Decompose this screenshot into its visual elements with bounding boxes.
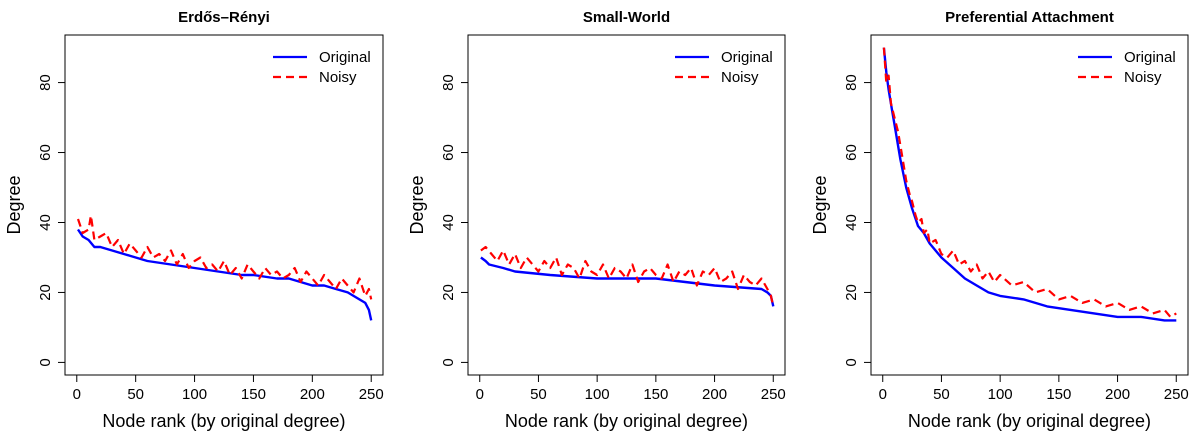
x-tick-label: 250 bbox=[761, 386, 786, 403]
y-tick-label: 0 bbox=[440, 358, 457, 366]
x-tick-label: 0 bbox=[476, 386, 484, 403]
y-tick-label: 40 bbox=[843, 214, 860, 231]
y-axis-label: Degree bbox=[810, 175, 830, 234]
x-tick-label: 150 bbox=[1046, 386, 1071, 403]
series-line-original bbox=[480, 256, 775, 307]
x-tick-label: 50 bbox=[127, 386, 144, 403]
y-axis-label: Degree bbox=[407, 175, 427, 234]
x-tick-label: 100 bbox=[988, 386, 1013, 403]
chart-title: Preferential Attachment bbox=[945, 9, 1114, 26]
legend-label-noisy: Noisy bbox=[319, 69, 357, 86]
plot-frame bbox=[467, 34, 786, 376]
panel-2: Small-World 0 50 100 150 200 250 0 20 40 60 80 Node … bbox=[407, 9, 786, 431]
series-line-noisy bbox=[480, 245, 775, 307]
x-axis-label: Node rank (by original degree) bbox=[908, 411, 1151, 431]
series-line-original bbox=[882, 47, 1177, 322]
x-axis-label: Node rank (by original degree) bbox=[505, 411, 748, 431]
x-tick-label: 200 bbox=[1105, 386, 1130, 403]
plot-frame bbox=[870, 34, 1189, 376]
x-tick-label: 0 bbox=[73, 386, 81, 403]
y-tick-label: 20 bbox=[440, 284, 457, 301]
y-tick-label: 60 bbox=[37, 144, 54, 161]
y-tick-label: 60 bbox=[843, 144, 860, 161]
y-tick-label: 80 bbox=[440, 74, 457, 91]
x-tick-label: 250 bbox=[359, 386, 384, 403]
x-tick-label: 150 bbox=[643, 386, 668, 403]
series-line-noisy bbox=[882, 47, 1177, 318]
y-tick-label: 0 bbox=[843, 358, 860, 366]
chart-title: Small-World bbox=[583, 9, 670, 26]
x-tick-label: 50 bbox=[933, 386, 950, 403]
x-tick-label: 200 bbox=[702, 386, 727, 403]
legend-label-original: Original bbox=[1124, 49, 1176, 66]
x-axis-label: Node rank (by original degree) bbox=[102, 411, 345, 431]
plot-frame bbox=[64, 34, 384, 376]
x-tick-label: 100 bbox=[182, 386, 207, 403]
x-tick-label: 250 bbox=[1164, 386, 1189, 403]
legend-label-original: Original bbox=[319, 49, 371, 66]
y-tick-label: 20 bbox=[843, 284, 860, 301]
y-tick-label: 80 bbox=[843, 74, 860, 91]
series-line-original bbox=[77, 228, 373, 321]
x-tick-label: 100 bbox=[585, 386, 610, 403]
panel-1: Erdős–Rényi 0 50 100 150 200 250 0 20 40 60 80 Node … bbox=[4, 9, 384, 431]
x-tick-label: 0 bbox=[879, 386, 887, 403]
legend-label-noisy: Noisy bbox=[1124, 69, 1162, 86]
x-tick-label: 50 bbox=[530, 386, 547, 403]
y-axis-label: Degree bbox=[4, 175, 24, 234]
y-tick-label: 20 bbox=[37, 284, 54, 301]
chart-title: Erdős–Rényi bbox=[178, 9, 270, 26]
series-line-noisy bbox=[76, 214, 373, 300]
panel-3: Preferential Attachment 0 50 100 150 200 250 0 2… bbox=[810, 9, 1189, 431]
legend-label-original: Original bbox=[721, 49, 773, 66]
y-tick-label: 40 bbox=[37, 214, 54, 231]
x-tick-label: 150 bbox=[241, 386, 266, 403]
x-tick-label: 200 bbox=[300, 386, 325, 403]
y-tick-label: 80 bbox=[37, 74, 54, 91]
legend-label-noisy: Noisy bbox=[721, 69, 759, 86]
y-tick-label: 0 bbox=[37, 358, 54, 366]
y-tick-label: 40 bbox=[440, 214, 457, 231]
y-tick-label: 60 bbox=[440, 144, 457, 161]
